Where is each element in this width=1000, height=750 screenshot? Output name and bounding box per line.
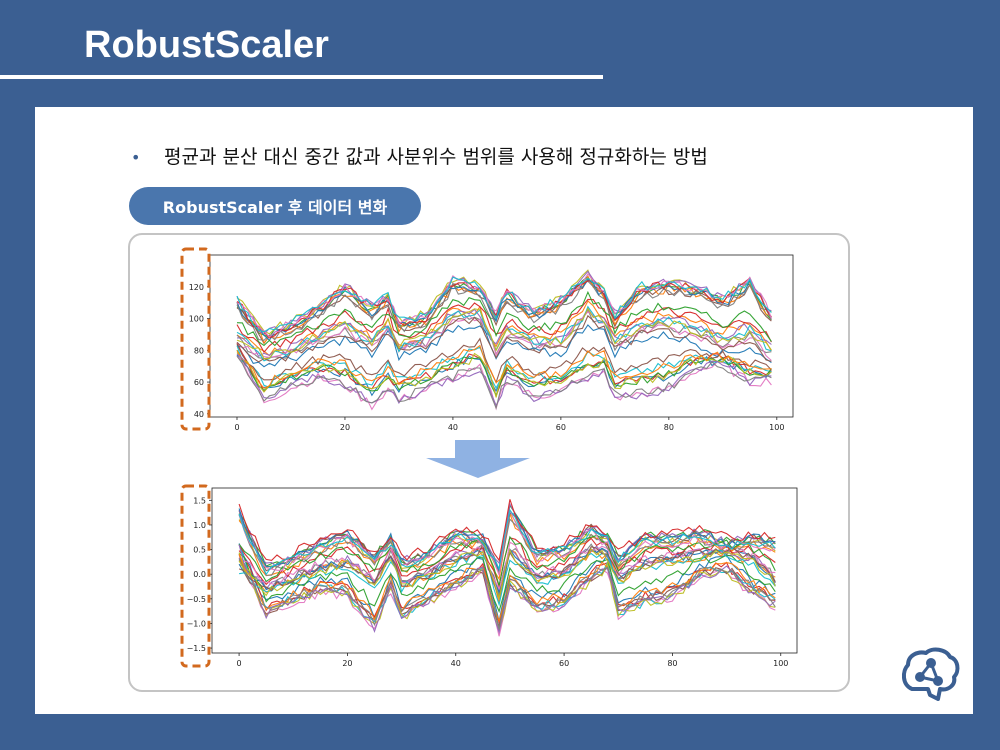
x-tick-label: 100 xyxy=(773,659,788,668)
x-tick-label: 100 xyxy=(769,423,784,432)
brain-network-logo-icon xyxy=(901,647,960,701)
y-tick-label: 120 xyxy=(189,283,204,292)
series-line xyxy=(236,353,772,407)
series-line xyxy=(239,549,776,607)
series-line xyxy=(236,276,772,333)
y-tick-label: 100 xyxy=(189,315,204,324)
x-tick-label: 0 xyxy=(237,659,242,668)
slide-title: RobustScaler xyxy=(84,24,329,66)
x-tick-label: 60 xyxy=(559,659,569,668)
x-tick-label: 60 xyxy=(556,423,566,432)
series-line xyxy=(236,314,772,363)
series-line xyxy=(236,298,772,354)
series-line xyxy=(236,355,772,410)
x-tick-label: 80 xyxy=(664,423,674,432)
y-tick-label: −1.0 xyxy=(187,619,206,628)
y-tick-label: 60 xyxy=(194,378,204,387)
section-label-pill: RobustScaler 후 데이터 변화 xyxy=(129,187,421,225)
y-tick-label: 1.5 xyxy=(193,496,206,505)
y-tick-label: 0.0 xyxy=(193,570,206,579)
chart-2: −1.5 −1.0 −0.5 0.0 0.5 1.0 1.5 0 20 40 60 80 100 xyxy=(180,484,798,668)
plot-area xyxy=(211,487,798,654)
series-line xyxy=(238,508,776,576)
series-line xyxy=(236,342,772,398)
x-tick-label: 40 xyxy=(451,659,461,668)
series-line xyxy=(236,311,772,361)
title-underline xyxy=(0,75,603,79)
series-line xyxy=(238,554,776,623)
series-line xyxy=(236,272,772,338)
x-tick-label: 40 xyxy=(448,423,458,432)
series-line xyxy=(238,543,776,622)
series-line xyxy=(236,270,772,335)
series-line xyxy=(238,499,776,562)
bullet-text: 평균과 분산 대신 중간 값과 사분위수 범위를 사용해 정규화하는 방법 xyxy=(164,146,708,168)
series-line xyxy=(238,534,776,586)
series-line xyxy=(236,290,772,347)
x-tick-label: 0 xyxy=(234,423,239,432)
y-axis-highlight-box xyxy=(180,484,211,668)
y-tick-label: 1.0 xyxy=(193,521,206,530)
series-line xyxy=(236,324,772,368)
series-line xyxy=(236,344,772,389)
y-tick-label: 80 xyxy=(194,346,204,355)
bullet-dot-icon: • xyxy=(131,148,141,167)
series-line xyxy=(236,280,772,341)
series-line xyxy=(236,345,772,390)
x-tick-label: 80 xyxy=(667,659,677,668)
series-line xyxy=(238,541,776,591)
y-tick-label: 40 xyxy=(194,410,204,419)
x-tick-label: 20 xyxy=(342,659,352,668)
down-arrow-icon xyxy=(426,440,530,478)
series-line xyxy=(237,307,772,358)
x-tick-label: 20 xyxy=(340,423,350,432)
y-tick-label: 0.5 xyxy=(193,546,206,555)
series-line xyxy=(238,552,776,614)
series-line xyxy=(238,548,776,601)
series-line xyxy=(238,557,776,630)
series-line xyxy=(238,514,776,576)
y-tick-label: −1.5 xyxy=(187,644,206,653)
series-line xyxy=(236,307,772,360)
y-tick-label: −0.5 xyxy=(187,595,206,604)
series-line xyxy=(236,337,772,384)
y-axis-highlight-box xyxy=(180,247,211,431)
chart-1: 40 60 80 100 120 0 20 40 60 80 100 xyxy=(180,247,794,432)
